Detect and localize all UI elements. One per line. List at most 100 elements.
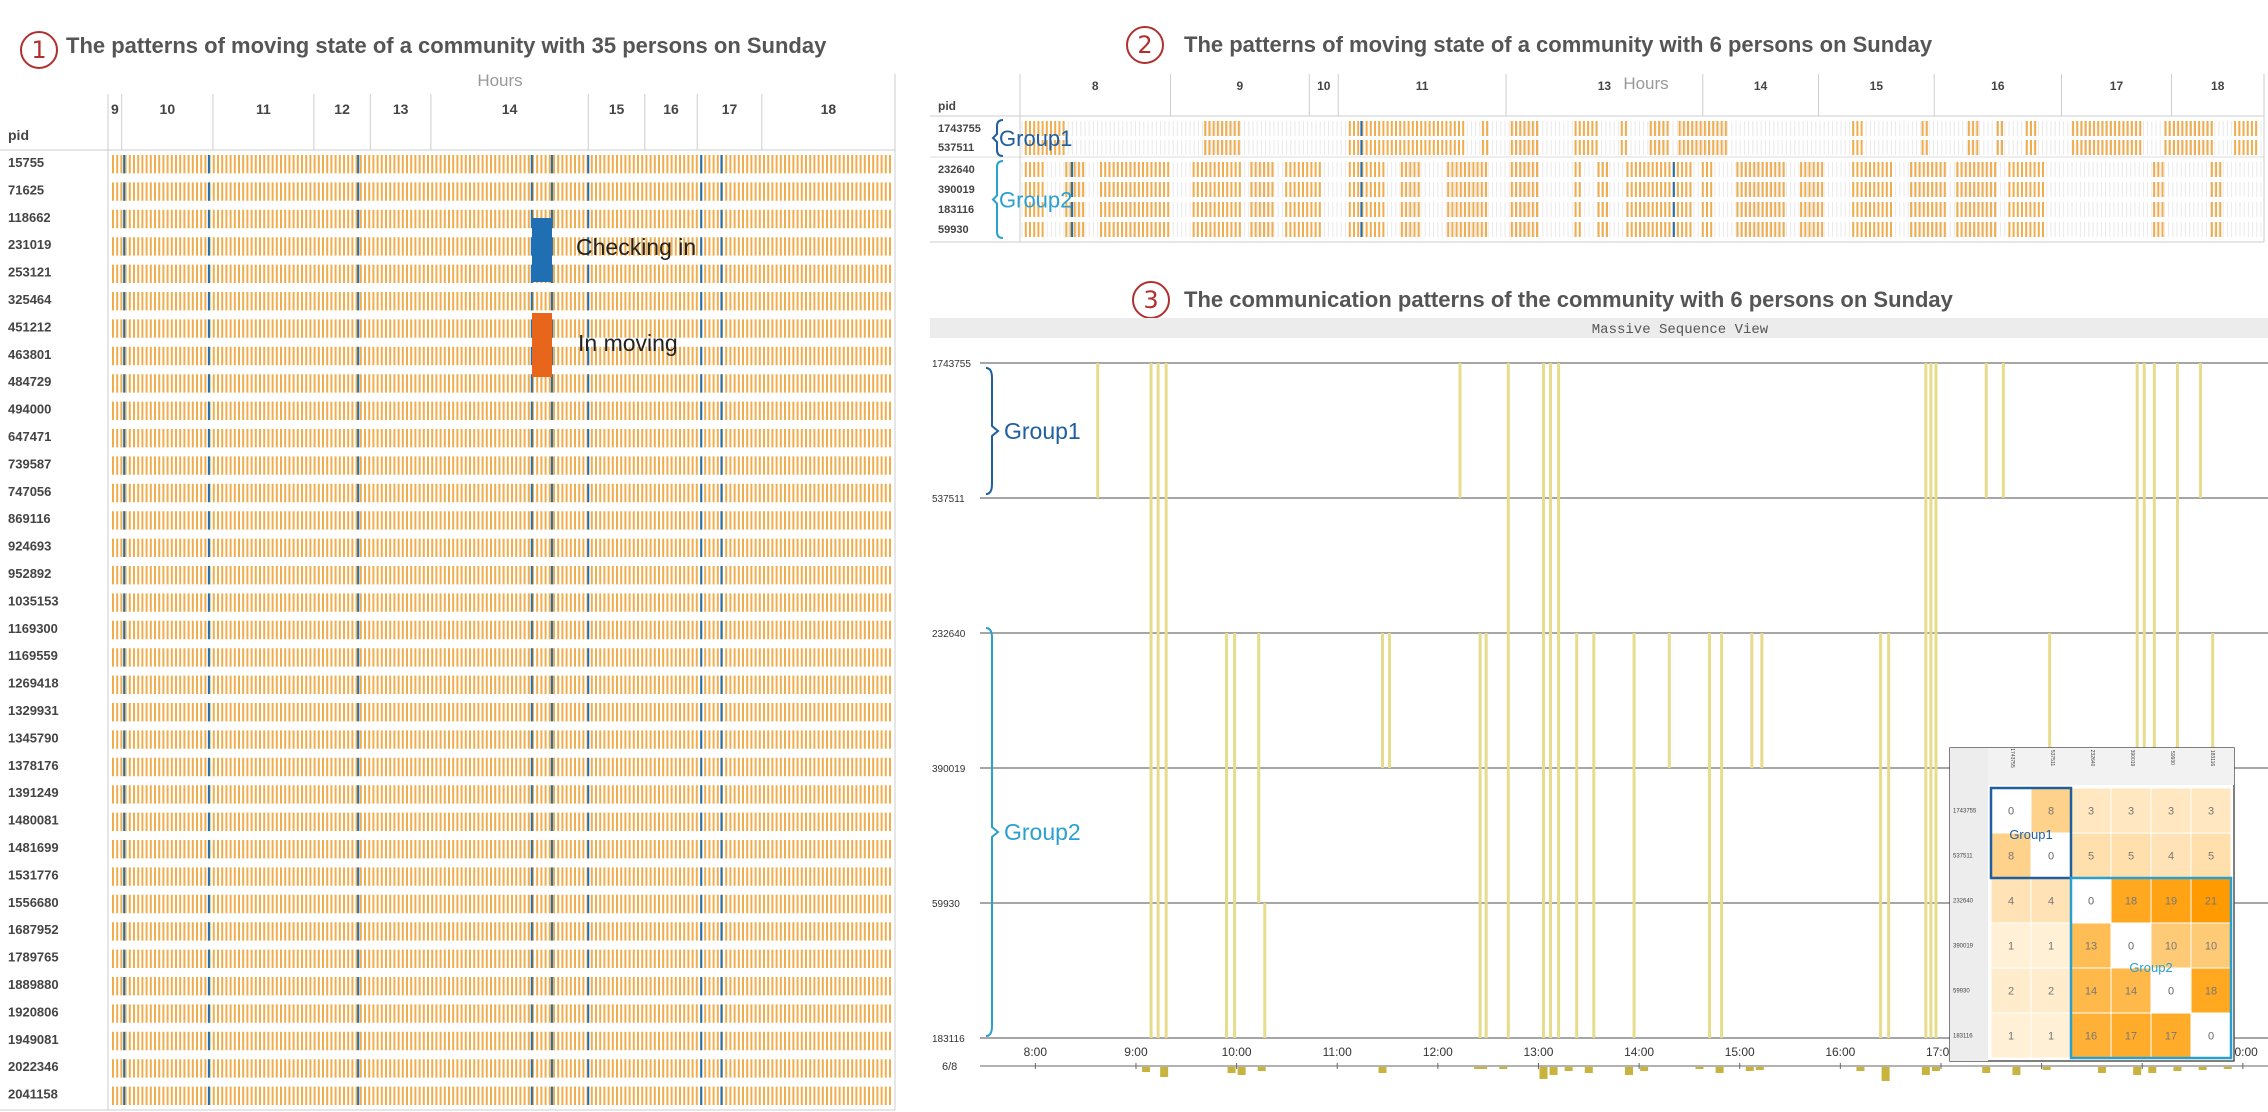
- chart1-checkin-mark: [700, 703, 703, 722]
- chart1-pid-label: 1481699: [8, 840, 59, 855]
- panel3-number-badge: 3: [1132, 281, 1170, 319]
- sequence-activity-bar: [2223, 1067, 2232, 1069]
- chart1-pid-label: 1789765: [8, 950, 59, 965]
- chart1-checkin-mark: [123, 292, 126, 311]
- chart1-checkin-mark: [587, 840, 590, 859]
- chart1-moving-row: [112, 401, 891, 420]
- chart1-checkin-mark: [123, 182, 126, 201]
- chart1-moving-row: [112, 456, 891, 475]
- chart1-pid-label: 494000: [8, 402, 51, 417]
- chart1-checkin-mark: [123, 648, 126, 667]
- communication-call-line: [1887, 633, 1891, 1038]
- chart1-checkin-mark: [720, 785, 723, 804]
- chart1-checkin-mark: [207, 593, 210, 612]
- chart1-checkin-mark: [207, 237, 210, 256]
- chart2-hour-tick-label: 16: [1991, 79, 2005, 93]
- chart1-moving-row: [112, 977, 891, 996]
- chart1-checkin-mark: [530, 812, 533, 831]
- chart1-moving-row: [112, 237, 891, 256]
- chart2-moving-row: [1024, 121, 2258, 136]
- sequence-activity-bar: [1695, 1067, 1704, 1069]
- chart1-checkin-mark: [587, 1004, 590, 1023]
- communication-call-line: [1750, 633, 1754, 768]
- matrix-header-bg: [1950, 748, 2234, 785]
- chart1-checkin-mark: [207, 757, 210, 777]
- chart1-moving-row: [112, 812, 891, 831]
- chart1-checkin-mark: [357, 429, 360, 448]
- legend-in-moving-label: In moving: [578, 330, 678, 356]
- chart1-checkin-mark: [207, 977, 210, 996]
- chart1-pid-label: 231019: [8, 237, 51, 252]
- chart2-checkin-mark: [1360, 202, 1363, 217]
- chart1-checkin-mark: [357, 867, 360, 886]
- matrix-cell-value: 21: [2205, 896, 2217, 908]
- chart1-checkin-mark: [700, 785, 703, 804]
- communication-call-line: [1388, 633, 1392, 768]
- chart1-checkin-mark: [587, 812, 590, 831]
- chart1-checkin-mark: [123, 977, 126, 996]
- chart1-moving-row: [112, 1059, 891, 1078]
- chart1-checkin-mark: [123, 264, 126, 283]
- chart1-checkin-mark: [123, 483, 126, 503]
- chart1-checkin-mark: [587, 977, 590, 996]
- chart1-moving-row: [112, 675, 891, 694]
- matrix-row-label: 537511: [1953, 854, 1973, 860]
- matrix-cell: [2070, 967, 2112, 1014]
- chart1-checkin-mark: [587, 401, 590, 420]
- chart1-pid-label: 739587: [8, 456, 51, 471]
- chart1-checkin-mark: [207, 675, 210, 694]
- chart-communication-patterns: Massive Sequence View 1743755 537511 23264…: [930, 318, 2268, 1081]
- matrix-row-label: 183116: [1953, 1034, 1973, 1040]
- chart1-checkin-mark: [720, 977, 723, 996]
- chart1-checkin-mark: [530, 292, 533, 311]
- chart1-checkin-mark: [530, 182, 533, 201]
- chart1-checkin-mark: [700, 346, 703, 366]
- chart1-checkin-mark: [700, 620, 703, 640]
- matrix-cell-value: 17: [2125, 1031, 2137, 1043]
- chart1-checkin-mark: [207, 922, 210, 941]
- chart1-moving-row: [112, 1004, 891, 1023]
- chart2-checkin-mark: [1360, 182, 1363, 197]
- chart1-checkin-mark: [720, 319, 723, 338]
- chart1-checkin-mark: [357, 977, 360, 996]
- chart1-checkin-mark: [123, 812, 126, 831]
- chart1-checkin-mark: [123, 703, 126, 722]
- chart1-checkin-mark: [207, 209, 210, 229]
- chart1-checkin-mark: [123, 374, 126, 393]
- chart1-pid-label: 1169300: [8, 621, 58, 636]
- chart1-pid-label: 1329931: [8, 703, 59, 718]
- chart1-checkin-mark: [550, 401, 553, 420]
- chart1-checkin-mark: [123, 346, 126, 366]
- chart1-checkin-mark: [720, 703, 723, 722]
- chart1-checkin-mark: [700, 292, 703, 311]
- chart1-checkin-mark: [530, 401, 533, 420]
- sequence-activity-bar: [1625, 1067, 1634, 1075]
- chart1-checkin-mark: [587, 374, 590, 393]
- chart1-pid-label: 2041158: [8, 1087, 58, 1102]
- communication-call-line: [1164, 363, 1168, 1038]
- sequence-activity-bar: [2198, 1067, 2207, 1070]
- matrix-group2-label: Group2: [2129, 960, 2172, 975]
- chart1-checkin-mark: [720, 620, 723, 640]
- sequence-activity-bar: [2148, 1067, 2157, 1073]
- sequence-activity-bar: [1142, 1067, 1151, 1072]
- chart1-checkin-mark: [530, 237, 533, 256]
- chart2-checkin-mark: [1071, 162, 1074, 177]
- chart1-checkin-mark: [587, 456, 590, 475]
- chart2-moving-row: [1024, 202, 2222, 217]
- chart1-checkin-mark: [123, 922, 126, 941]
- chart2-hour-tick-label: 13: [1598, 79, 1612, 93]
- sequence-activity-bar: [1881, 1067, 1890, 1081]
- chart1-checkin-mark: [357, 620, 360, 640]
- chart1-checkin-mark: [700, 675, 703, 694]
- chart1-checkin-mark: [530, 675, 533, 694]
- chart2-idle-row: [1021, 202, 2262, 217]
- chart1-checkin-mark: [550, 1059, 553, 1078]
- chart2-group-label: Group2: [999, 188, 1072, 213]
- chart1-checkin-mark: [720, 593, 723, 612]
- communication-call-line: [2199, 363, 2203, 498]
- chart1-moving-row: [112, 155, 891, 174]
- chart2-hour-tick-label: 14: [1754, 79, 1768, 93]
- matrix-rowlabel-bg: [1950, 748, 1988, 1061]
- matrix-cell: [2030, 967, 2072, 1014]
